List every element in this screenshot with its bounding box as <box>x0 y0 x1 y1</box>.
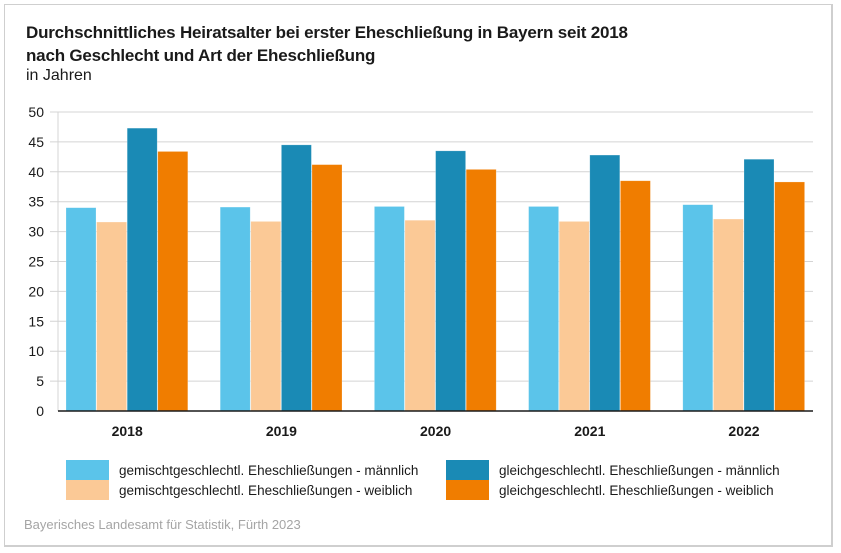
legend-swatch <box>446 460 489 480</box>
y-tick-label: 15 <box>28 313 44 329</box>
bar <box>435 150 466 412</box>
bar <box>281 144 312 412</box>
legend-item-mixed-female: gemischtgeschlechtl. Eheschließungen - w… <box>66 480 412 500</box>
bar <box>157 151 189 412</box>
bar <box>713 218 744 412</box>
x-tick-label: 2020 <box>420 423 451 439</box>
y-tick-label: 25 <box>28 254 44 270</box>
chart-title: Durchschnittliches Heiratsalter bei erst… <box>26 23 628 42</box>
x-tick-label: 2022 <box>728 423 759 439</box>
x-axis-labels: 2018 2019 2020 2021 2022 <box>112 423 760 439</box>
y-tick-label: 5 <box>36 373 44 389</box>
legend: gemischtgeschlechtl. Eheschließungen - m… <box>66 460 826 502</box>
legend-item-same-female: gleichgeschlechtl. Eheschließungen - wei… <box>446 480 774 500</box>
legend-label: gemischtgeschlechtl. Eheschließungen - w… <box>119 482 413 498</box>
legend-swatch <box>66 480 109 500</box>
bar <box>620 180 651 412</box>
y-tick-label: 10 <box>28 343 44 359</box>
y-tick-label: 50 <box>28 104 44 120</box>
x-tick-label: 2021 <box>574 423 605 439</box>
bar <box>96 221 127 412</box>
bar <box>219 206 251 412</box>
y-tick-label: 45 <box>28 134 44 150</box>
y-tick-label: 0 <box>36 403 44 419</box>
legend-item-same-male: gleichgeschlechtl. Eheschließungen - män… <box>446 460 780 480</box>
source-note: Bayerisches Landesamt für Statistik, Für… <box>24 517 301 532</box>
legend-label: gleichgeschlechtl. Eheschließungen - män… <box>499 462 780 478</box>
chart-subtitle: nach Geschlecht und Art der Eheschließun… <box>26 46 376 65</box>
y-axis-ticks: 0 5 10 15 20 25 30 35 40 45 50 <box>28 104 44 419</box>
bar <box>774 181 805 412</box>
bar <box>589 154 621 412</box>
bar <box>528 206 559 412</box>
y-tick-label: 30 <box>28 224 44 240</box>
bar <box>465 169 497 412</box>
bar <box>404 219 436 412</box>
bars <box>65 127 805 412</box>
unit-label: in Jahren <box>26 67 92 84</box>
y-tick-label: 40 <box>28 164 44 180</box>
bar <box>311 164 343 412</box>
y-tick-label: 35 <box>28 194 44 210</box>
bar <box>374 206 405 412</box>
bar <box>250 221 282 412</box>
x-tick-label: 2018 <box>112 423 143 439</box>
y-tick-label: 20 <box>28 283 44 299</box>
bar <box>558 221 590 412</box>
x-tick-label: 2019 <box>266 423 297 439</box>
legend-swatch <box>446 480 489 500</box>
legend-item-mixed-male: gemischtgeschlechtl. Eheschließungen - m… <box>66 460 418 480</box>
bar <box>126 127 158 412</box>
bar <box>743 158 775 412</box>
bar <box>65 207 97 412</box>
bar <box>682 204 714 412</box>
legend-label: gemischtgeschlechtl. Eheschließungen - m… <box>119 462 419 478</box>
legend-swatch <box>66 460 109 480</box>
legend-label: gleichgeschlechtl. Eheschließungen - wei… <box>499 482 774 498</box>
